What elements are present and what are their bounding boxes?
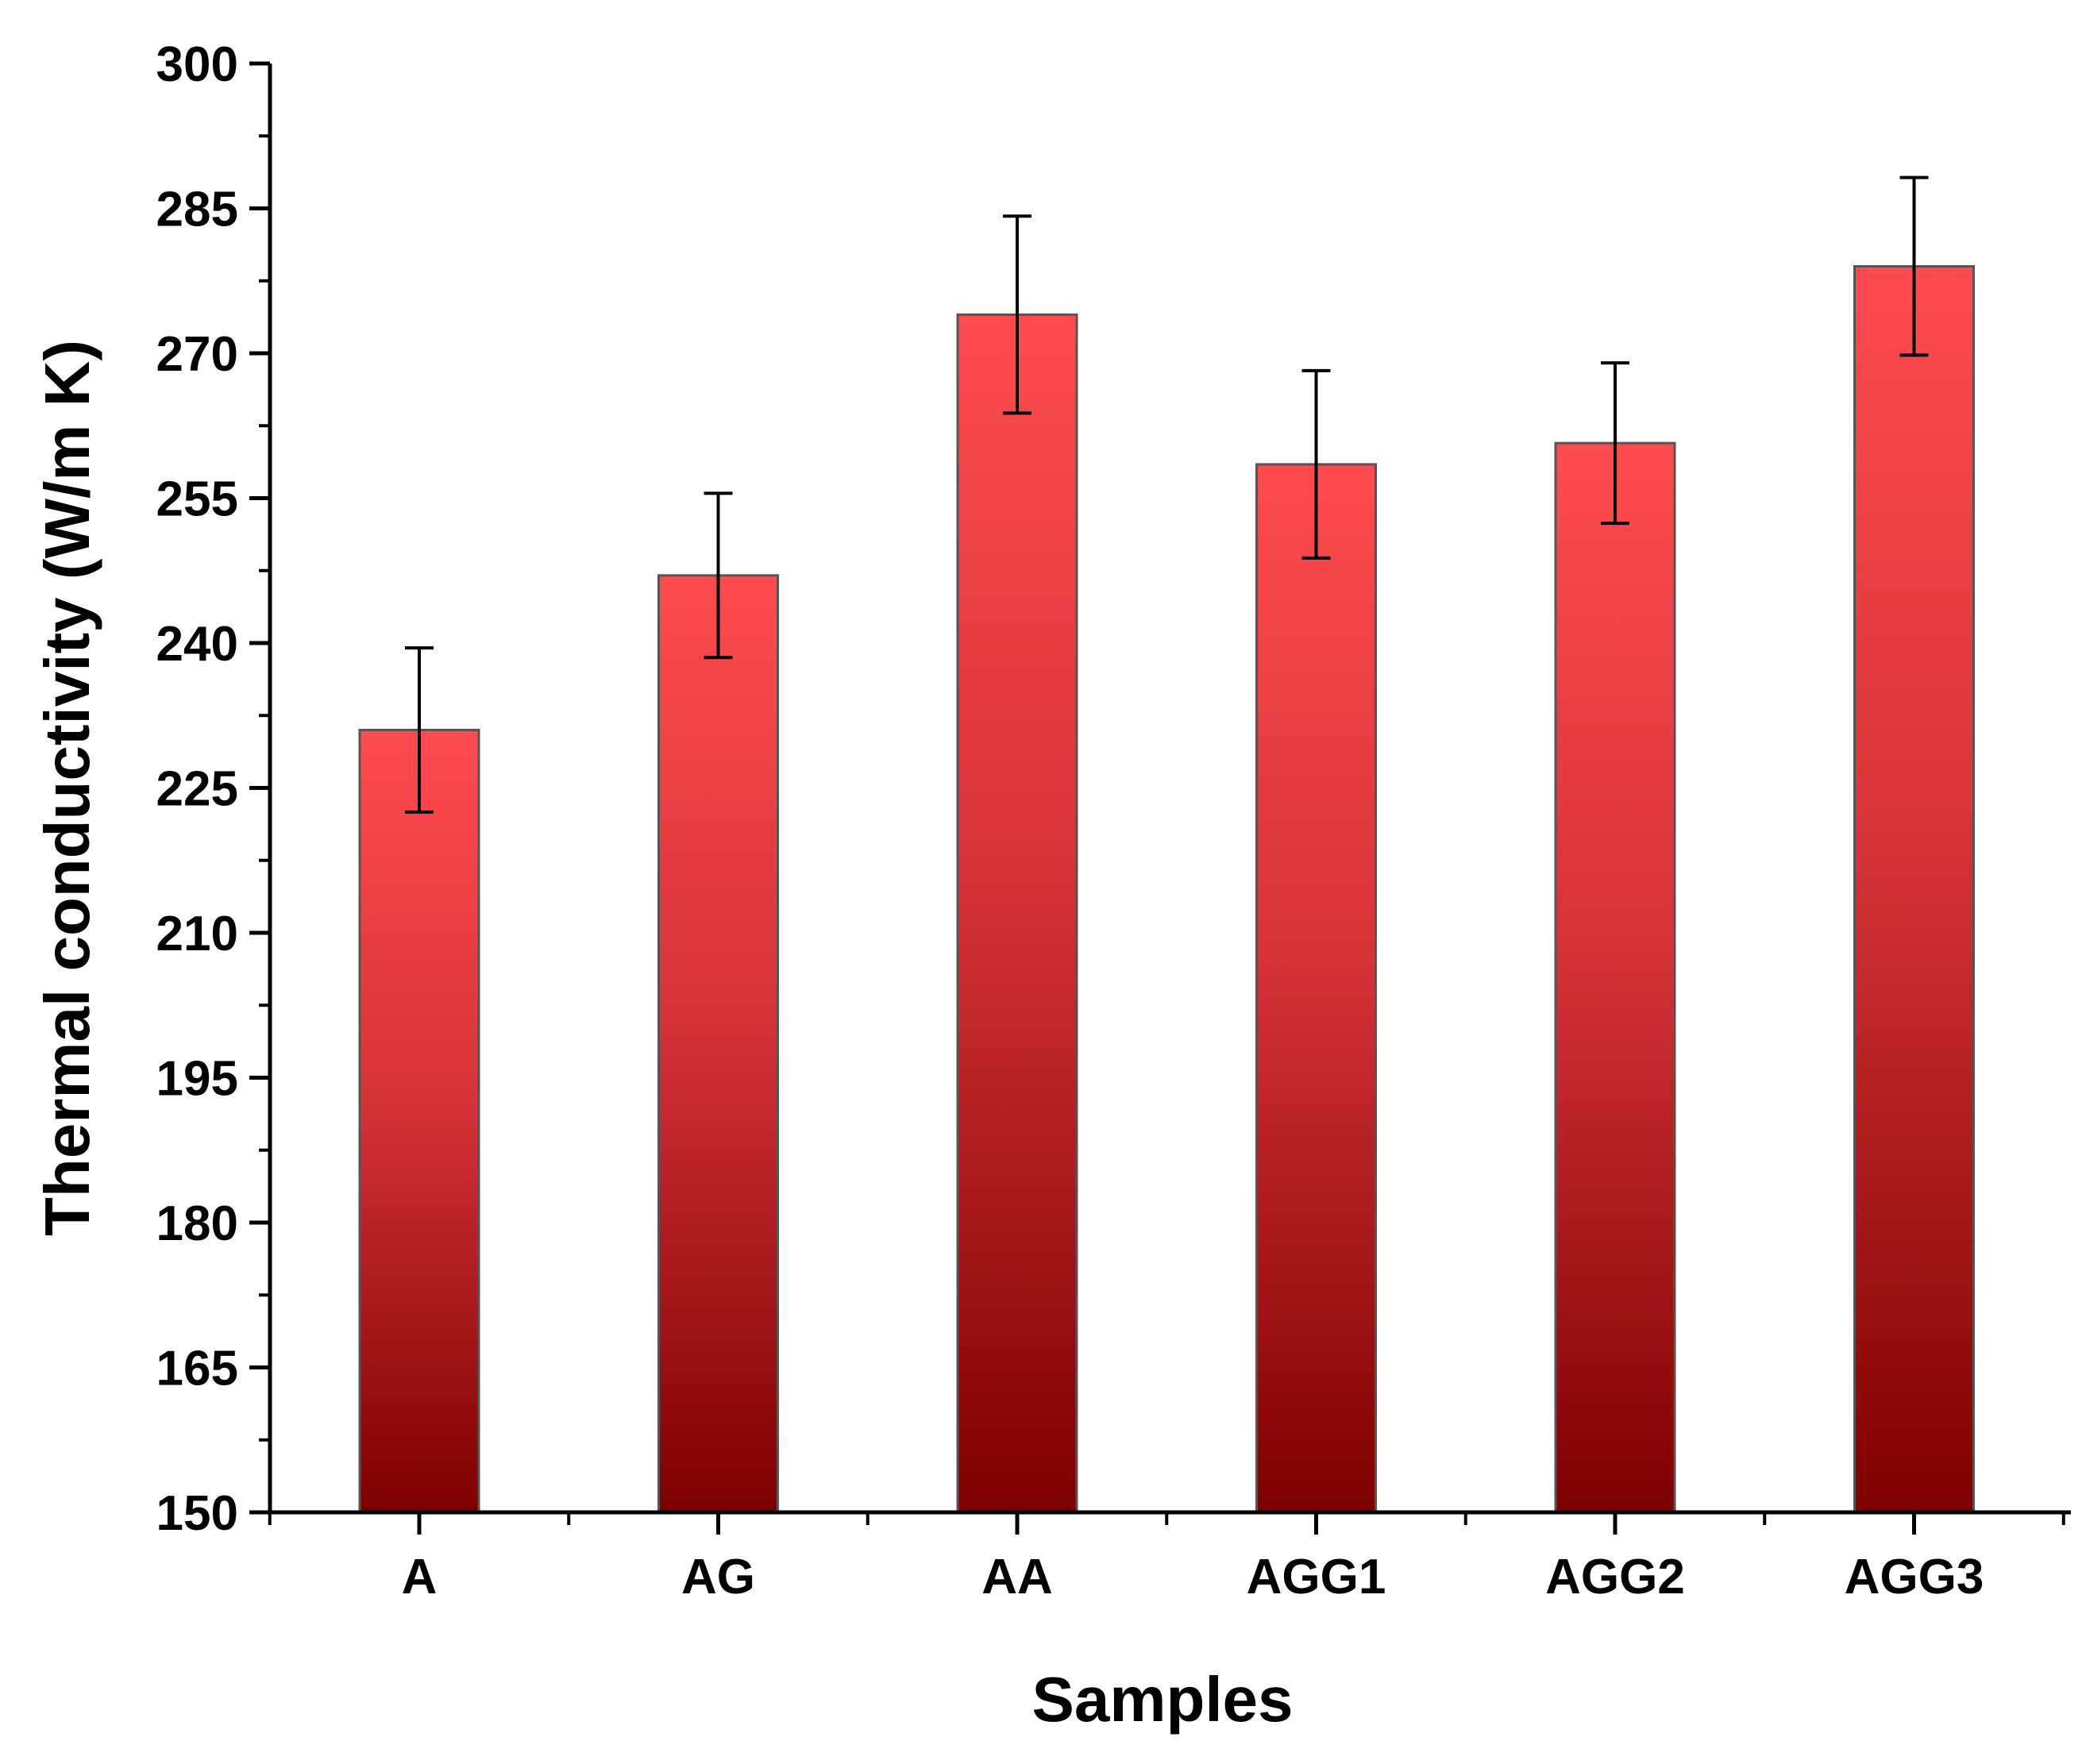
x-tick-label: AA [981, 1550, 1053, 1604]
bar-ag [657, 574, 779, 1514]
error-bars-layer [405, 175, 1929, 814]
x-tick-label: AGG2 [1545, 1550, 1685, 1604]
x-tick-label: AG [681, 1550, 755, 1604]
bar-agg1 [1255, 463, 1377, 1514]
y-tick-label: 300 [156, 37, 238, 92]
y-tick-label: 225 [156, 762, 238, 817]
bar-agg2 [1554, 441, 1676, 1514]
y-ticks-layer: 150 165 180 195 210 225 240 255 270 285 300 [156, 37, 270, 1541]
y-tick-label: 270 [156, 327, 238, 382]
y-tick-label: 240 [156, 617, 238, 672]
y-tick-label: 195 [156, 1052, 238, 1107]
y-tick-label: 210 [156, 907, 238, 961]
y-tick-label: 180 [156, 1196, 238, 1251]
y-tick-label: 150 [156, 1486, 238, 1541]
y-axis-title: Thermal conductivity (W/m K) [32, 340, 102, 1236]
x-tick-label: A [402, 1550, 438, 1604]
axes-layer [268, 64, 2071, 1515]
y-tick-label: 255 [156, 472, 238, 527]
bar-agg3 [1853, 265, 1975, 1514]
x-ticks-layer: A AG AA AGG1 AGG2 AGG3 [268, 1512, 2065, 1604]
x-tick-label: AGG1 [1247, 1550, 1386, 1604]
bars-layer [358, 265, 1975, 1514]
x-tick-label: AGG3 [1845, 1550, 1984, 1604]
y-tick-label: 165 [156, 1342, 238, 1396]
y-tick-label: 285 [156, 183, 238, 237]
bar-aa [956, 313, 1078, 1514]
x-axis-title: Samples [1031, 1664, 1293, 1735]
bar-a [358, 729, 480, 1514]
